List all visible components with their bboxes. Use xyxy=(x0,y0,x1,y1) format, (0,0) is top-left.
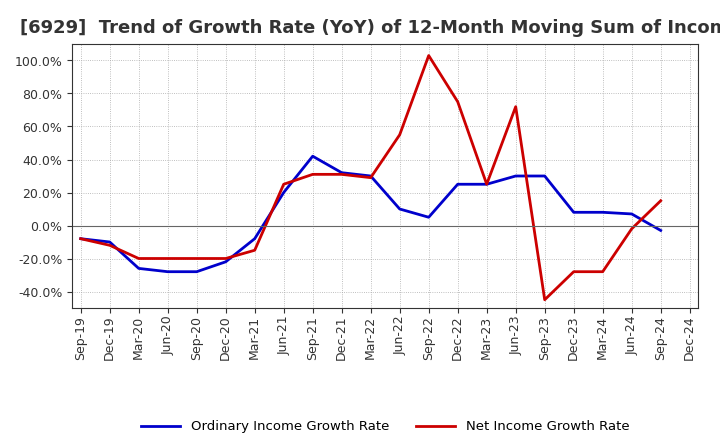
Net Income Growth Rate xyxy=(657,198,665,203)
Ordinary Income Growth Rate xyxy=(279,190,288,195)
Ordinary Income Growth Rate xyxy=(454,182,462,187)
Net Income Growth Rate xyxy=(570,269,578,275)
Ordinary Income Growth Rate xyxy=(221,259,230,264)
Net Income Growth Rate xyxy=(424,53,433,58)
Net Income Growth Rate xyxy=(308,172,317,177)
Net Income Growth Rate xyxy=(541,297,549,302)
Ordinary Income Growth Rate xyxy=(308,154,317,159)
Ordinary Income Growth Rate xyxy=(511,173,520,179)
Net Income Growth Rate xyxy=(163,256,172,261)
Net Income Growth Rate xyxy=(366,175,375,180)
Ordinary Income Growth Rate xyxy=(135,266,143,271)
Ordinary Income Growth Rate xyxy=(657,228,665,233)
Net Income Growth Rate xyxy=(135,256,143,261)
Ordinary Income Growth Rate xyxy=(163,269,172,275)
Net Income Growth Rate xyxy=(76,236,85,241)
Ordinary Income Growth Rate xyxy=(366,173,375,179)
Net Income Growth Rate xyxy=(511,104,520,110)
Ordinary Income Growth Rate xyxy=(76,236,85,241)
Ordinary Income Growth Rate xyxy=(192,269,201,275)
Ordinary Income Growth Rate xyxy=(251,236,259,241)
Net Income Growth Rate xyxy=(482,182,491,187)
Net Income Growth Rate xyxy=(598,269,607,275)
Net Income Growth Rate xyxy=(627,226,636,231)
Line: Ordinary Income Growth Rate: Ordinary Income Growth Rate xyxy=(81,156,661,272)
Ordinary Income Growth Rate xyxy=(541,173,549,179)
Ordinary Income Growth Rate xyxy=(105,239,114,245)
Ordinary Income Growth Rate xyxy=(395,206,404,212)
Net Income Growth Rate xyxy=(251,248,259,253)
Ordinary Income Growth Rate xyxy=(570,210,578,215)
Ordinary Income Growth Rate xyxy=(598,210,607,215)
Net Income Growth Rate xyxy=(338,172,346,177)
Net Income Growth Rate xyxy=(192,256,201,261)
Net Income Growth Rate xyxy=(279,182,288,187)
Ordinary Income Growth Rate xyxy=(482,182,491,187)
Ordinary Income Growth Rate xyxy=(338,170,346,175)
Net Income Growth Rate xyxy=(221,256,230,261)
Ordinary Income Growth Rate xyxy=(424,215,433,220)
Ordinary Income Growth Rate xyxy=(627,211,636,216)
Net Income Growth Rate xyxy=(395,132,404,137)
Line: Net Income Growth Rate: Net Income Growth Rate xyxy=(81,55,661,300)
Legend: Ordinary Income Growth Rate, Net Income Growth Rate: Ordinary Income Growth Rate, Net Income … xyxy=(135,415,635,439)
Title: [6929]  Trend of Growth Rate (YoY) of 12-Month Moving Sum of Incomes: [6929] Trend of Growth Rate (YoY) of 12-… xyxy=(19,19,720,37)
Net Income Growth Rate xyxy=(454,99,462,104)
Net Income Growth Rate xyxy=(105,243,114,248)
